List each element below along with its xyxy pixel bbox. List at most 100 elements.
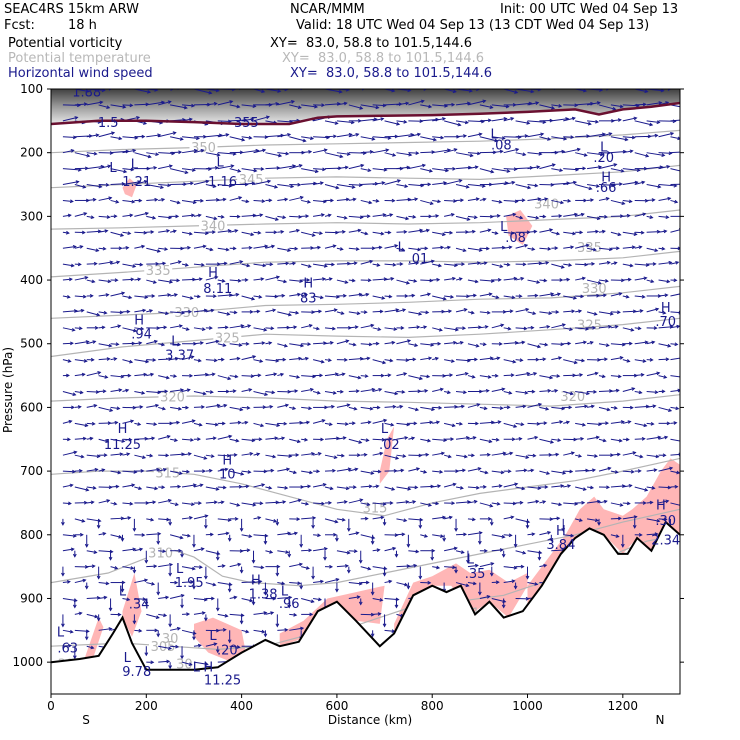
wind-arrow-head xyxy=(320,437,325,442)
wind-arrow-shaft xyxy=(170,645,179,648)
wind-arrow-shaft xyxy=(587,454,598,457)
wind-arrow-shaft xyxy=(98,230,108,233)
wind-arrow-shaft xyxy=(253,199,265,202)
wind-arrow-shaft xyxy=(181,420,195,424)
wind-arrow-head xyxy=(106,215,111,219)
wind-arrow-shaft xyxy=(277,262,289,265)
wind-arrow-shaft xyxy=(634,213,646,217)
wind-arrow-head xyxy=(489,356,494,361)
wind-arrow-shaft xyxy=(110,231,124,237)
wind-arrow-shaft xyxy=(205,501,217,504)
wind-arrow-shaft xyxy=(348,596,360,599)
wind-arrow-head xyxy=(390,277,395,281)
wind-arrow-shaft xyxy=(253,245,268,249)
wind-arrow-shaft xyxy=(74,391,83,394)
wind-arrow-head xyxy=(355,531,360,536)
wind-arrow-head xyxy=(432,137,437,142)
wind-arrow-head xyxy=(632,309,637,314)
wind-arrow-shaft xyxy=(598,215,608,218)
wind-arrow-shaft xyxy=(610,421,624,424)
wind-arrow-head xyxy=(310,599,315,604)
wind-arrow-head xyxy=(428,356,433,361)
wind-arrow-head xyxy=(108,196,113,201)
wind-arrow-head xyxy=(391,487,396,491)
wind-arrow-head xyxy=(132,620,137,625)
wind-arrow-head xyxy=(179,137,184,141)
wind-arrow-head xyxy=(246,263,251,268)
wind-arrow-head xyxy=(72,604,77,609)
wind-arrow-shaft xyxy=(217,279,225,282)
wind-arrow-shaft xyxy=(181,502,195,506)
wind-arrow-shaft xyxy=(348,184,362,186)
wind-arrow-head xyxy=(202,469,206,473)
wind-arrow-head xyxy=(616,452,621,457)
wind-arrow-head xyxy=(283,343,289,348)
wind-arrow-head xyxy=(106,357,111,361)
wind-arrow-head xyxy=(445,168,450,173)
wind-arrow-head xyxy=(353,261,358,266)
pv-value-label-17: 10 xyxy=(219,468,236,483)
wind-arrow-shaft xyxy=(479,168,494,173)
wind-arrow-shaft xyxy=(372,597,383,601)
y-tick-label-300: 300 xyxy=(20,209,43,223)
wind-arrow-shaft xyxy=(491,549,503,552)
wind-arrow-head xyxy=(460,404,465,409)
wind-arrow-shaft xyxy=(396,582,408,586)
wind-arrow-shaft xyxy=(217,343,226,347)
wind-arrow-head xyxy=(71,469,76,474)
wind-arrow-shaft xyxy=(396,359,409,361)
wind-arrow-head xyxy=(215,649,220,654)
wind-arrow-shaft xyxy=(146,215,156,219)
wind-arrow-shaft xyxy=(658,165,670,170)
wind-arrow-head xyxy=(150,372,155,377)
wind-arrow-head xyxy=(81,372,86,377)
theta-extra-label-3: 325 xyxy=(577,319,602,334)
wind-arrow-shaft xyxy=(336,422,348,425)
wind-arrow-head xyxy=(395,456,400,460)
wind-arrow-head xyxy=(245,341,250,346)
wind-arrow-head xyxy=(61,623,65,628)
wind-arrow-head xyxy=(649,357,654,362)
wind-arrow-shaft xyxy=(86,422,95,425)
wind-arrow-head xyxy=(580,436,585,441)
wind-arrow-head xyxy=(392,404,397,409)
wind-arrow-shaft xyxy=(396,231,407,233)
wind-arrow-head xyxy=(559,168,564,173)
wind-arrow-head xyxy=(329,564,334,569)
wind-arrow-head xyxy=(512,501,517,506)
wind-arrow-head xyxy=(560,265,565,269)
wind-arrow-shaft xyxy=(158,660,170,663)
wind-arrow-shaft xyxy=(289,499,301,504)
wind-arrow-head xyxy=(668,408,673,412)
wind-arrow-head xyxy=(239,260,244,264)
wind-arrow-shaft xyxy=(408,311,422,315)
wind-arrow-head xyxy=(613,406,618,410)
wind-arrow-head xyxy=(284,89,289,92)
wind-arrow-head xyxy=(560,200,565,205)
wind-arrow-shaft xyxy=(122,420,134,424)
wind-arrow-head xyxy=(297,498,302,503)
wind-arrow-head xyxy=(116,260,121,265)
wind-arrow-shaft xyxy=(312,359,324,363)
pv-value-label-6: .20 xyxy=(593,151,614,166)
wind-arrow-shaft xyxy=(622,470,634,473)
wind-arrow-shaft xyxy=(503,181,515,186)
wind-arrow-shaft xyxy=(598,343,609,347)
wind-arrow-head xyxy=(174,438,179,442)
wind-arrow-shaft xyxy=(479,136,498,142)
wind-arrow-head xyxy=(526,371,531,376)
wind-arrow-head xyxy=(514,90,519,94)
wind-arrow-shaft xyxy=(527,454,536,457)
wind-arrow-shaft xyxy=(622,310,636,313)
wind-arrow-shaft xyxy=(62,199,73,202)
wind-arrow-shaft xyxy=(182,438,194,441)
wind-arrow-head xyxy=(537,89,542,92)
wind-arrow-head xyxy=(524,243,529,248)
wind-arrow-shaft xyxy=(98,104,110,109)
wind-arrow-head xyxy=(307,342,312,346)
wind-arrow-shaft xyxy=(158,165,173,170)
wind-arrow-head xyxy=(168,572,173,577)
wind-arrow-head xyxy=(113,357,118,361)
wind-arrow-shaft xyxy=(313,168,326,171)
wind-arrow-head xyxy=(174,502,179,507)
